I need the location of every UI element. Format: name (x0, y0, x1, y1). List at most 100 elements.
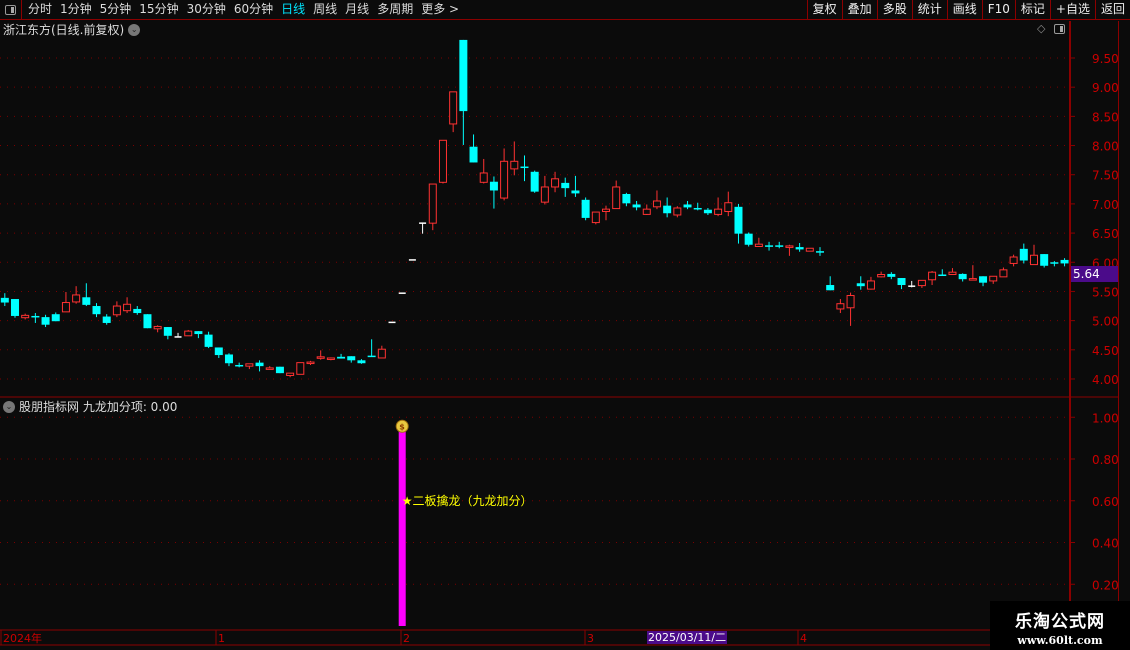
candle-body (163, 327, 172, 336)
candle (917, 279, 926, 288)
candle-body (123, 303, 132, 312)
indicator-tick-label: 0.20 (1092, 578, 1119, 592)
money-bag-icon (395, 419, 409, 433)
candle-body (826, 285, 835, 291)
period-tab[interactable]: 周线 (313, 2, 338, 16)
date-label: 1 (218, 632, 225, 645)
candle (10, 299, 19, 318)
candle-body (612, 186, 621, 210)
period-tab[interactable]: 60分钟 (233, 2, 274, 16)
toolbar-button[interactable]: 统计 (911, 0, 947, 20)
candle (958, 273, 967, 282)
candle (714, 197, 723, 217)
toolbar-button[interactable]: 返回 (1094, 0, 1130, 20)
candle (877, 271, 886, 278)
candle (347, 356, 356, 363)
right-info-panel[interactable] (1118, 21, 1130, 631)
indicator-tick-label: 0.40 (1092, 537, 1119, 551)
candle-body (21, 314, 30, 319)
toolbar-button[interactable]: 标记 (1014, 0, 1050, 20)
candle (1019, 243, 1028, 264)
toolbar-button[interactable]: 画线 (946, 0, 982, 20)
candle (51, 312, 60, 322)
candle (153, 325, 162, 333)
candle (540, 175, 549, 205)
chevron-down-icon[interactable]: ⌄ (128, 23, 141, 36)
candle (21, 313, 30, 320)
main-chart-header: 浙江东方(日线.前复权) ⌄ (3, 21, 141, 38)
candle-body (642, 208, 651, 215)
watermark-url: www.60lt.com (1017, 634, 1103, 647)
candle-body (184, 330, 193, 337)
candle (673, 206, 682, 218)
candle (734, 203, 743, 244)
candle (612, 180, 621, 210)
candle-body (428, 183, 437, 224)
candle-body (377, 348, 386, 359)
candle-body (72, 294, 81, 303)
period-tab[interactable]: 分时 (28, 2, 53, 16)
indicator-tick-label: 1.00 (1092, 411, 1119, 425)
candle-body (143, 314, 152, 329)
period-tab[interactable]: 15分钟 (139, 2, 179, 16)
toolbar-button[interactable]: 复权 (806, 0, 842, 20)
candle-body (714, 208, 723, 215)
price-tick-label: 5.50 (1092, 285, 1119, 299)
candle (41, 314, 50, 328)
candle-body (602, 208, 611, 212)
diamond-icon[interactable]: ◇ (1037, 22, 1046, 35)
candle (999, 267, 1008, 278)
period-tab[interactable]: 月线 (345, 2, 370, 16)
period-tab[interactable]: 1分钟 (60, 2, 92, 16)
toolbar-button[interactable]: F10 (981, 0, 1015, 20)
candle-body (571, 190, 580, 194)
toolbar-button[interactable]: 叠加 (841, 0, 877, 20)
price-tick-label: 7.50 (1092, 169, 1119, 183)
candle-body (785, 245, 794, 248)
date-label: 2024年 (3, 631, 42, 645)
candle (856, 276, 865, 290)
sidebar-toggle-button[interactable] (0, 0, 22, 20)
period-tab[interactable]: 更多 > (421, 2, 460, 16)
candle (866, 276, 875, 290)
candle-body (856, 283, 865, 287)
toolbar-button[interactable]: +自选 (1049, 0, 1095, 20)
toolbar-button[interactable]: 多股 (876, 0, 912, 20)
candle (459, 39, 468, 145)
candle-body (510, 160, 519, 170)
candle (143, 314, 152, 329)
candle-body (438, 139, 447, 183)
chevron-down-icon[interactable]: ⌄ (3, 400, 15, 413)
candle-body (897, 278, 906, 286)
candle-body (805, 247, 814, 252)
candle-body (979, 276, 988, 283)
period-tab[interactable]: 多周期 (377, 2, 414, 16)
candle-body (133, 308, 142, 314)
candle-body (846, 295, 855, 309)
candle-body (337, 356, 346, 359)
candle (632, 200, 641, 211)
date-label: 2 (403, 632, 410, 645)
candle (703, 207, 712, 215)
candle-body (347, 356, 356, 361)
candle-body (724, 202, 733, 212)
panel-toggle-icon[interactable] (1054, 24, 1065, 34)
candle (449, 91, 458, 133)
candle (693, 202, 702, 211)
candle (174, 332, 182, 338)
candle (82, 283, 91, 307)
price-tick-label: 8.00 (1092, 140, 1119, 154)
period-tab[interactable]: 日线 (281, 2, 306, 16)
candle (724, 191, 733, 217)
candle (265, 366, 274, 370)
candle-body (877, 274, 886, 278)
candle-body (245, 363, 254, 367)
candle (887, 272, 896, 280)
candle-body (102, 316, 111, 323)
candle (0, 293, 9, 307)
period-tab[interactable]: 5分钟 (99, 2, 132, 16)
period-tab[interactable]: 30分钟 (186, 2, 226, 16)
candle-body (275, 366, 284, 374)
candle (642, 204, 651, 215)
